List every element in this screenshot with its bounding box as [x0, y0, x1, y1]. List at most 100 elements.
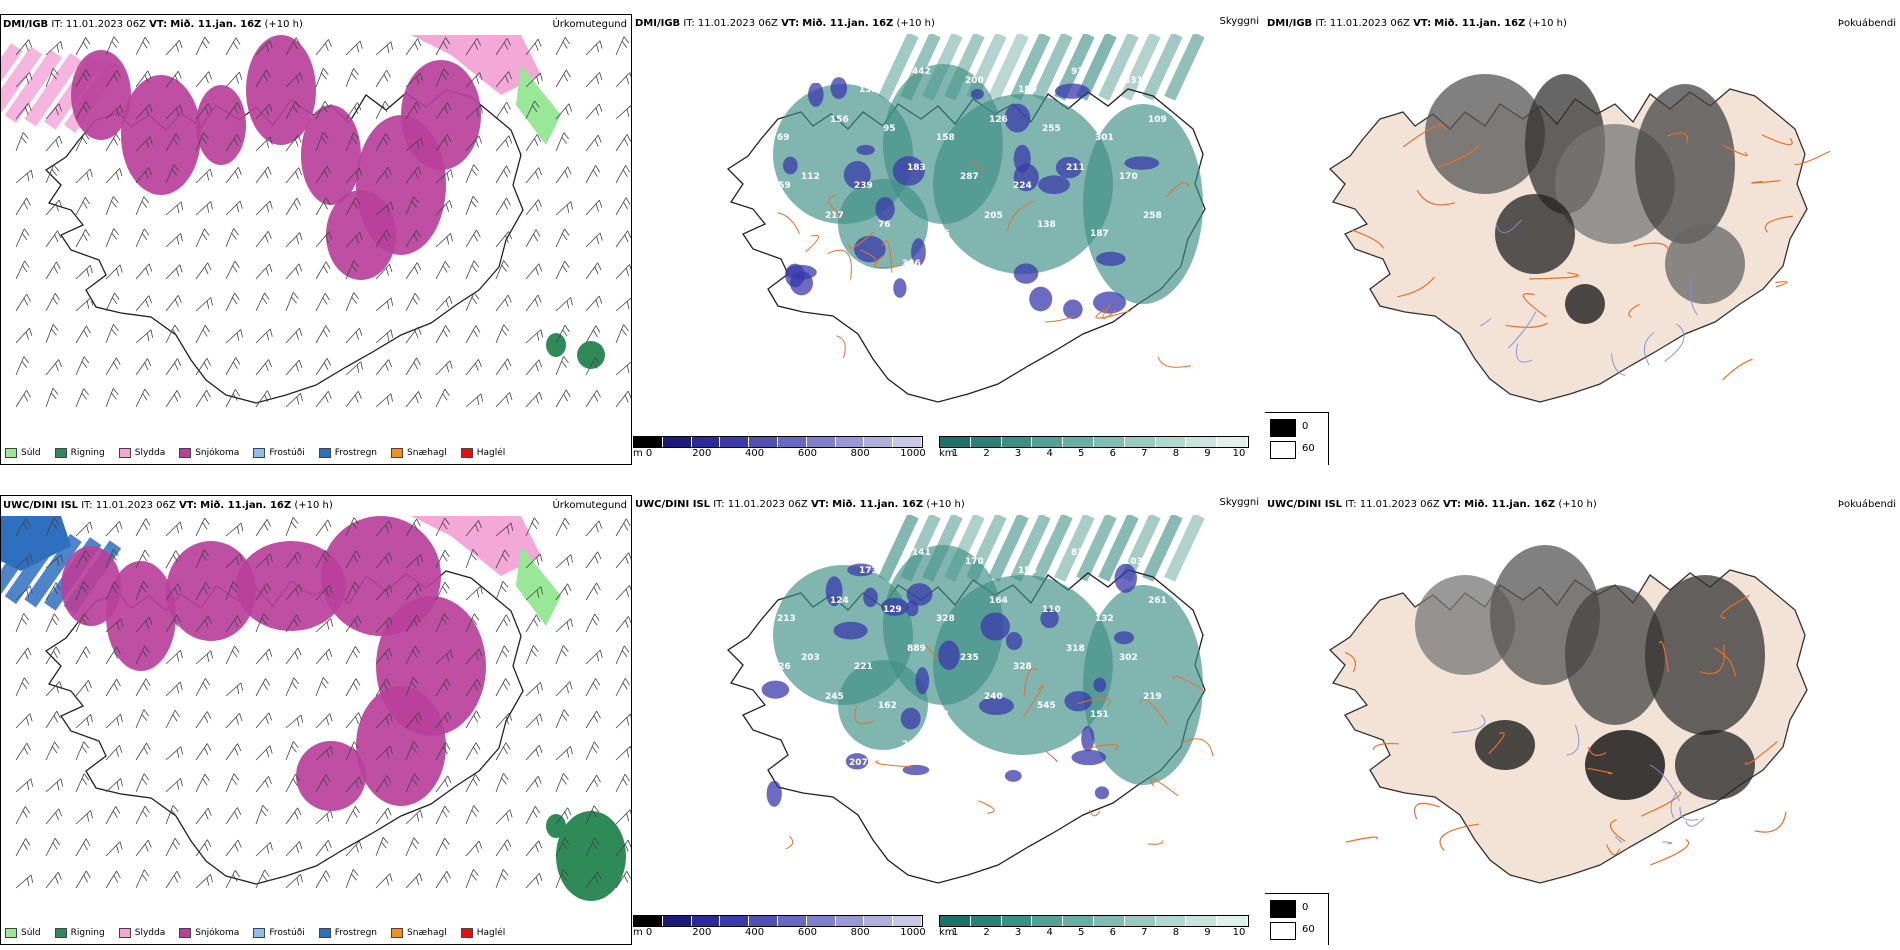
wind-barb [255, 519, 272, 537]
colorbar-segment [749, 437, 778, 447]
road [1794, 150, 1831, 166]
wind-barb [435, 517, 450, 537]
wind-barb [435, 549, 450, 569]
wind-barb [15, 132, 29, 152]
visibility-value-label: 255 [1042, 124, 1061, 134]
wind-barb [405, 391, 422, 408]
wind-barb [615, 839, 631, 857]
wind-barb [225, 200, 243, 216]
wind-barb [585, 551, 602, 569]
visibility-value-label: 302 [1119, 653, 1138, 663]
wind-barb [135, 645, 150, 665]
visibility-streak [878, 515, 919, 582]
wind-barb [195, 325, 210, 344]
colorbar-segment [970, 437, 1002, 447]
visibility-value-label: 287 [960, 172, 979, 182]
wind-barb [495, 38, 511, 56]
wind-barb [435, 200, 453, 216]
fog-index-area [1425, 74, 1545, 194]
low-visibility-area [893, 278, 907, 298]
wind-barb [405, 712, 422, 729]
legend-label: Frostúði [269, 928, 305, 938]
wind-barb [495, 522, 514, 537]
precip-band [4, 49, 63, 124]
road [1150, 778, 1179, 797]
colorbar-unit: km [939, 927, 955, 938]
road [1416, 189, 1456, 206]
visibility-value-label: 162 [878, 701, 897, 711]
wind-barb [375, 166, 392, 184]
road [1722, 358, 1753, 381]
wind-barb [195, 711, 212, 729]
wind-barb [75, 229, 91, 248]
wind-barb [285, 37, 301, 56]
wind-barb [435, 711, 452, 729]
wind-barb [435, 678, 451, 697]
wind-barb [345, 678, 361, 697]
wind-barb [15, 293, 31, 312]
wind-barb [555, 103, 573, 120]
colorbar-tick: 0 [645, 927, 653, 938]
visibility-value-label: 258 [1143, 211, 1162, 221]
fog-index-area [1665, 224, 1745, 304]
fog-title: DMI/IGB IT: 11.01.2023 06Z VT: Mið. 11.j… [1267, 18, 1567, 29]
wind-barb [195, 582, 211, 601]
freezing-rain-area [1, 516, 71, 571]
low-visibility-area [1013, 144, 1031, 173]
legend-swatch [118, 448, 131, 458]
wind-barb [435, 325, 451, 344]
road [848, 231, 874, 249]
wind-barb [585, 165, 601, 184]
wind-barb [225, 389, 241, 408]
colorbar-segment [1032, 916, 1064, 926]
visibility-value-label: 301 [1095, 133, 1114, 143]
snow-area [301, 105, 361, 205]
wind-barb [375, 678, 391, 697]
road [1606, 844, 1621, 856]
colorbar-tick: 7 [1141, 927, 1148, 938]
wind-barb [345, 232, 363, 248]
wind-barb [75, 264, 93, 280]
wind-barb [195, 773, 210, 793]
drizzle-area [516, 546, 561, 626]
wind-barb [555, 583, 572, 601]
wind-barb [345, 806, 360, 825]
wind-barb [15, 553, 33, 569]
wind-barb [105, 618, 124, 633]
wind-barb [405, 741, 419, 761]
wind-barb [165, 233, 183, 248]
wind-barb [465, 292, 480, 312]
colorbar-tick: 3 [1014, 927, 1022, 938]
wind-barb [555, 260, 570, 280]
road [1439, 823, 1480, 851]
wind-barb [495, 71, 512, 88]
wind-barb [165, 649, 183, 665]
wind-barb [285, 327, 303, 344]
low-visibility-area [892, 156, 925, 186]
snow-area [71, 50, 131, 140]
wind-barb [285, 614, 301, 633]
wind-barb [195, 839, 212, 857]
wind-barb [405, 326, 422, 344]
wind-barb [555, 324, 570, 344]
colorbar-tick: 6 [1109, 927, 1116, 938]
legend-swatch [179, 928, 192, 938]
road [1640, 790, 1681, 817]
iceland-map [1328, 545, 1808, 884]
wind-barb [225, 807, 242, 825]
wind-barb [585, 72, 603, 88]
wind-barb [105, 870, 121, 889]
visibility-value-label: 434 [849, 277, 868, 287]
wind-barb [375, 393, 393, 408]
wind-barb [555, 807, 572, 825]
legend-label: Frostregn [334, 448, 378, 458]
wind-barb [465, 679, 482, 697]
fog-legend-swatch [1270, 441, 1296, 459]
visibility-value-label: 183 [907, 163, 926, 173]
wind-barb [75, 870, 91, 889]
wind-barb [555, 837, 570, 857]
rain-area [556, 811, 626, 901]
visibility-panel-row1: DMI/IGB IT: 11.01.2023 06Z VT: Mið. 11.j… [633, 14, 1263, 465]
legend-label: Frostregn [334, 928, 378, 938]
wind-barb [315, 231, 333, 248]
